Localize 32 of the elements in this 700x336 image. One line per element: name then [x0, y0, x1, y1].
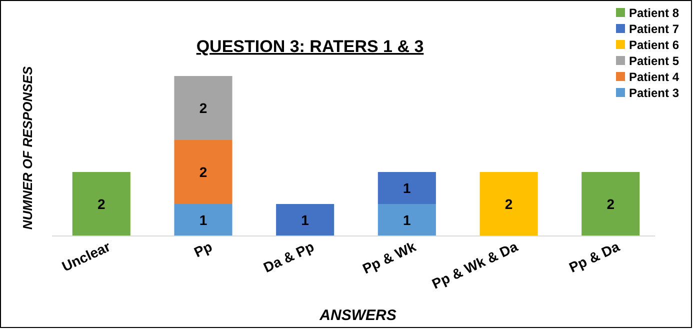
data-label: 2: [199, 100, 208, 116]
data-label: 1: [403, 212, 412, 228]
data-label: 1: [199, 212, 208, 228]
data-label: 2: [606, 196, 615, 212]
y-axis-title: NUMNER OF RESPONSES: [20, 66, 35, 230]
bar: [174, 204, 232, 236]
bar: [174, 76, 232, 140]
bar: [378, 172, 436, 204]
bar: [582, 172, 640, 236]
x-tick-label: Da & Pp: [260, 238, 316, 276]
legend-label: Patient 7: [629, 22, 680, 36]
x-axis-title: ANSWERS: [318, 307, 396, 324]
legend-label: Patient 3: [629, 86, 680, 100]
legend-label: Patient 6: [629, 38, 680, 52]
data-label: 1: [301, 212, 310, 228]
bar: [276, 204, 334, 236]
bar: [174, 140, 232, 204]
bar: [378, 204, 436, 236]
bar: [72, 172, 130, 236]
chart-title: QUESTION 3: RATERS 1 & 3: [196, 37, 424, 56]
x-tick-label: Pp & Da: [566, 238, 622, 276]
bar: [480, 172, 538, 236]
data-label: 2: [504, 196, 513, 212]
data-label: 2: [97, 196, 106, 212]
x-tick-label: Pp & Wk: [360, 238, 418, 277]
data-label: 1: [403, 180, 412, 196]
legend-label: Patient 4: [629, 70, 680, 84]
legend-label: Patient 8: [629, 6, 680, 20]
x-tick-label: Pp & Wk & Da: [429, 238, 520, 292]
legend-label: Patient 5: [629, 54, 680, 68]
x-tick-label: Pp: [192, 238, 215, 260]
data-label: 2: [199, 164, 208, 180]
